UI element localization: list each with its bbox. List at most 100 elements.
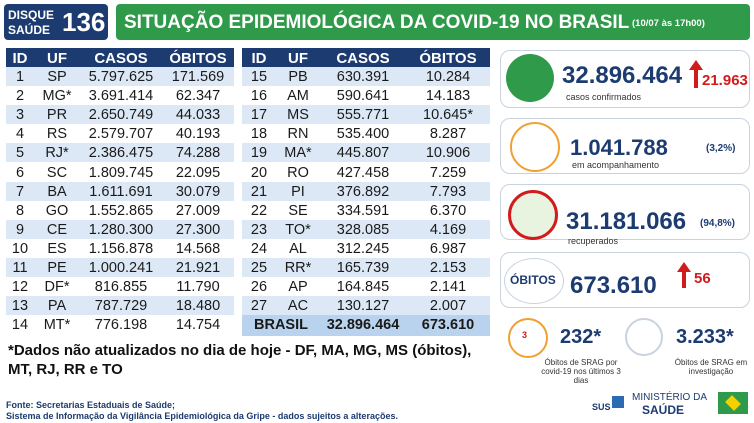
table-cell: 74.288	[175, 145, 221, 162]
table-cell: 7.793	[429, 183, 467, 200]
table-cell: 776.198	[94, 317, 148, 334]
column-header: UF	[288, 50, 308, 67]
up-arrow	[689, 60, 703, 70]
table-cell: 22.095	[175, 164, 221, 181]
table-cell: 590.641	[336, 88, 390, 105]
table-row	[242, 238, 490, 258]
note: *Dados não atualizados no dia de hoje - …	[8, 342, 472, 378]
ministry-top: MINISTÉRIO DA	[632, 392, 708, 403]
up-arrow	[677, 262, 691, 272]
total-label: BRASIL	[254, 317, 308, 334]
table-cell: 6.987	[429, 240, 467, 257]
monitoring-label: em acompanhamento	[572, 160, 660, 170]
table-cell: 2.153	[429, 260, 467, 276]
table-row	[242, 124, 490, 144]
srag-investigation-label: Óbitos de SRAG em investigação	[674, 358, 748, 376]
source: Sistema de Informação da Vigilância Epid…	[6, 411, 398, 421]
table-cell: 7.259	[429, 164, 467, 181]
table-cell: 27.009	[175, 202, 221, 219]
table-cell: 427.458	[336, 164, 390, 181]
recovered-label: recuperados	[568, 236, 619, 246]
column-header: ID	[12, 50, 28, 67]
table-cell: 15	[250, 69, 268, 85]
table-cell: 12	[11, 279, 29, 296]
table-cell: RS	[46, 126, 68, 143]
table-row	[242, 277, 490, 297]
table-cell: 27	[250, 298, 268, 315]
recovered-icon	[508, 190, 558, 240]
table-cell: AM	[287, 88, 309, 105]
table-cell: 62.347	[175, 88, 221, 105]
table-header	[242, 48, 490, 67]
table-cell: 164.845	[336, 279, 390, 296]
table-cell: RN	[287, 126, 309, 143]
ministry-bottom: SAÚDE	[642, 403, 685, 417]
table-cell: MT*	[43, 317, 71, 334]
monitoring-percent: (3,2%)	[706, 143, 736, 154]
table-cell: MA*	[284, 145, 312, 162]
table-row	[6, 258, 234, 278]
table-cell: TO*	[285, 221, 311, 238]
table-cell: SE	[288, 202, 308, 219]
table-cell: 376.892	[336, 183, 390, 200]
table-row	[242, 219, 490, 239]
table-cell: 6.370	[429, 202, 467, 219]
table-row	[242, 143, 490, 163]
table-row	[242, 162, 490, 182]
table-cell: 10.645*	[423, 107, 473, 124]
table-cell: 22	[250, 202, 268, 219]
title: SITUAÇÃO EPIDEMIOLÓGICA DA COVID-19 NO B…	[124, 12, 630, 33]
table-cell: 10.284	[425, 69, 471, 85]
table-cell: 13	[11, 298, 29, 315]
table-cell: 21	[250, 183, 268, 200]
recovered-percent: (94,8%)	[700, 218, 736, 229]
column-header: CASOS	[336, 50, 390, 67]
table-cell: 14.568	[175, 240, 221, 257]
table-cell: 1	[15, 69, 25, 85]
table-cell: 11.790	[176, 279, 220, 296]
column-header: ÓBITOS	[419, 50, 477, 67]
table-cell: 8	[15, 202, 25, 219]
logo-box	[4, 4, 108, 40]
table-cell: CE	[46, 221, 68, 238]
table-cell: 535.400	[336, 126, 390, 143]
table-cell: 1.552.865	[88, 202, 154, 219]
table-cell: 1.280.300	[88, 221, 154, 238]
table-cell: 5.797.625	[88, 69, 154, 85]
table-cell: 18	[250, 126, 268, 143]
table-cell: 27.300	[175, 221, 221, 238]
total-row	[242, 315, 490, 337]
table-cell: 24	[250, 240, 268, 257]
sus-cross	[612, 396, 624, 408]
table-cell: PI	[291, 183, 305, 200]
table-cell: 1.611.691	[89, 183, 153, 200]
srag-recent-value: 232*	[560, 326, 602, 348]
table-cell: 26	[250, 279, 268, 296]
table-cell: 2.141	[429, 279, 467, 296]
table-cell: 23	[250, 221, 268, 238]
table-cell: 7	[15, 183, 25, 200]
table-cell: 16	[250, 88, 268, 105]
table-row	[6, 238, 234, 258]
table-row	[242, 296, 490, 316]
table-row	[6, 200, 234, 220]
table-cell: 445.807	[336, 145, 390, 162]
deaths-change: 56	[694, 270, 711, 287]
table-cell: 30.079	[175, 183, 221, 200]
table-cell: 555.771	[336, 107, 390, 124]
clipboard-icon	[510, 122, 560, 172]
table-row	[6, 162, 234, 182]
table-cell: 334.591	[336, 202, 390, 219]
table-row	[6, 86, 234, 106]
date: (10/07 às 17h00)	[632, 18, 705, 29]
confirmed-value: 32.896.464	[562, 62, 683, 89]
table-cell: 25	[250, 260, 268, 276]
table-cell: 312.245	[336, 240, 390, 257]
table-cell: 2.650.749	[88, 107, 154, 124]
table-cell: 6	[15, 164, 25, 181]
table-row	[242, 181, 490, 201]
table-row	[242, 67, 490, 87]
table-cell: RR*	[284, 260, 312, 276]
table-row	[6, 143, 234, 163]
table-cell: 1.809.745	[88, 164, 154, 181]
